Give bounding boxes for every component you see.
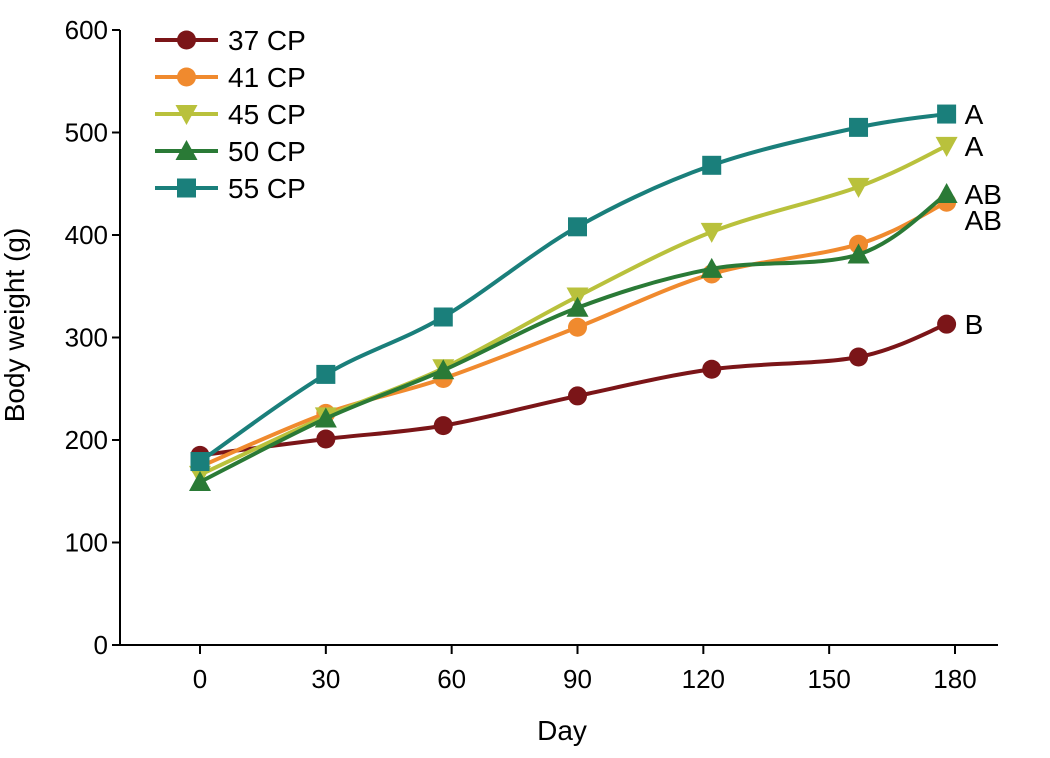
data-point	[316, 429, 336, 449]
legend-marker	[175, 140, 198, 160]
legend-item: 45 CP	[155, 99, 306, 130]
data-point	[433, 307, 453, 327]
x-tick-label: 30	[311, 664, 340, 694]
y-tick-label: 300	[65, 323, 108, 353]
significance-letter: AB	[965, 179, 1002, 210]
legend: 37 CP 41 CP 45 CP 50 CP 55 CP	[155, 25, 306, 204]
y-tick-label: 500	[65, 118, 108, 148]
data-point	[432, 359, 455, 380]
data-point	[566, 296, 589, 317]
data-point	[849, 347, 869, 367]
y-tick-label: 100	[65, 528, 108, 558]
data-point	[849, 117, 869, 137]
data-point	[316, 364, 336, 384]
data-point	[189, 471, 211, 492]
legend-marker	[175, 105, 198, 125]
significance-letter: AB	[965, 205, 1002, 236]
legend-label: 55 CP	[228, 173, 306, 204]
legend-label: 45 CP	[228, 99, 306, 130]
legend-item: 50 CP	[155, 136, 306, 167]
y-axis-title: Body weight (g)	[0, 228, 30, 423]
data-point	[433, 416, 453, 436]
legend-marker	[177, 178, 196, 198]
y-tick-label: 400	[65, 220, 108, 250]
x-tick-label: 60	[437, 664, 466, 694]
legend-label: 50 CP	[228, 136, 306, 167]
series-50-cp	[189, 183, 958, 492]
data-point	[937, 314, 957, 334]
data-point	[702, 155, 722, 175]
data-point	[568, 317, 587, 337]
x-tick-label: 0	[193, 664, 207, 694]
legend-label: 37 CP	[228, 25, 306, 56]
y-tick-label: 600	[65, 15, 108, 45]
data-point	[314, 407, 337, 428]
significance-letter: A	[965, 99, 984, 130]
series-37-cp	[190, 314, 957, 465]
data-point	[568, 386, 587, 406]
legend-item: 55 CP	[155, 173, 306, 204]
legend-marker	[177, 67, 196, 87]
legend-item: 37 CP	[155, 25, 306, 56]
data-point	[847, 177, 870, 198]
axes: 0 100 200 300 400 500 600 0 30 60 90 120 150 180	[65, 15, 998, 694]
data-point	[568, 217, 587, 237]
x-tick-label: 180	[933, 664, 976, 694]
data-point	[700, 257, 723, 278]
data-point	[700, 222, 723, 243]
x-tick-label: 120	[682, 664, 725, 694]
x-tick-label: 150	[807, 664, 850, 694]
x-axis-title: Day	[537, 715, 587, 746]
significance-letter: A	[965, 131, 984, 162]
data-point	[935, 183, 958, 203]
series-lines	[189, 104, 958, 492]
legend-marker	[177, 30, 196, 50]
data-point	[847, 243, 870, 264]
y-tick-label: 200	[65, 425, 108, 455]
data-point	[702, 359, 722, 379]
legend-label: 41 CP	[228, 62, 306, 93]
significance-letter: B	[965, 309, 984, 340]
series-55-cp	[190, 104, 957, 472]
data-point	[935, 136, 958, 157]
data-point	[190, 452, 210, 472]
x-tick-label: 90	[563, 664, 592, 694]
y-tick-label: 0	[94, 630, 108, 660]
legend-item: 41 CP	[155, 62, 306, 93]
data-point	[937, 104, 957, 124]
